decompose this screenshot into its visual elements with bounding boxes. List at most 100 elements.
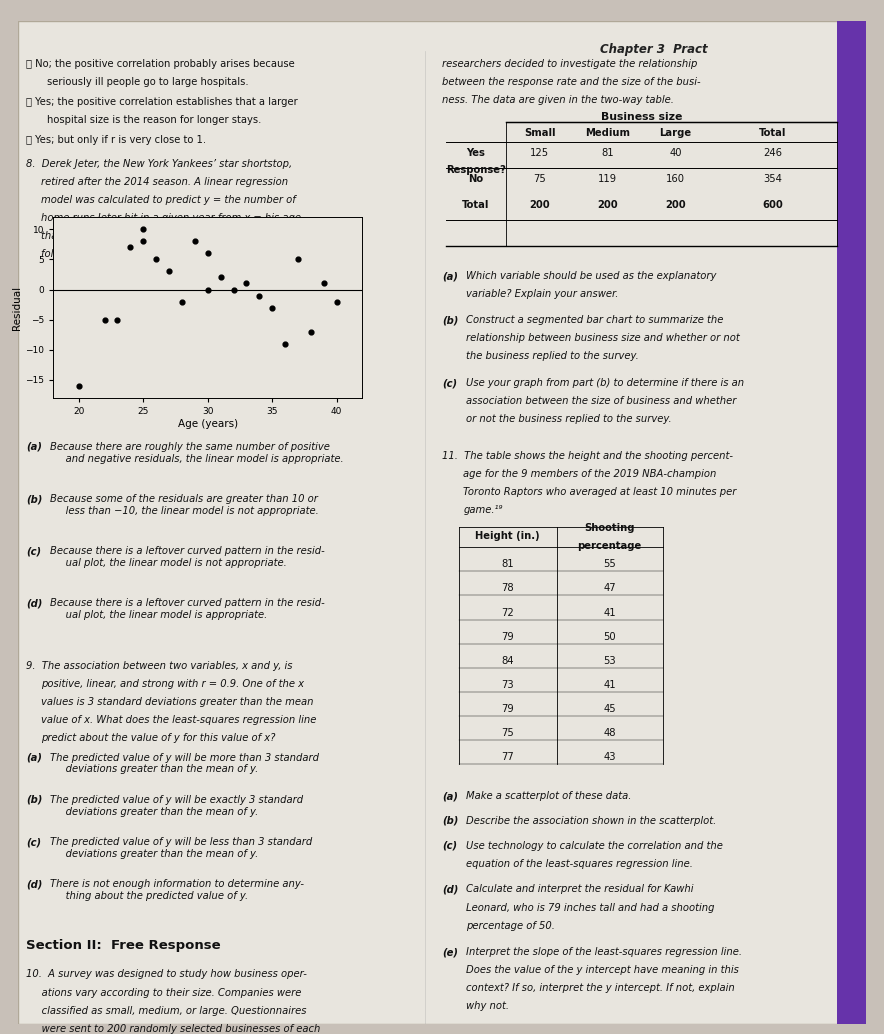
Text: positive, linear, and strong with r = 0.9. One of the x: positive, linear, and strong with r = 0.… xyxy=(42,678,304,689)
Text: why not.: why not. xyxy=(466,1002,509,1011)
Text: Ⓐ No; the positive correlation probably arises because: Ⓐ No; the positive correlation probably … xyxy=(27,59,295,69)
Point xyxy=(214,269,228,285)
Text: Leonard, who is 79 inches tall and had a shooting: Leonard, who is 79 inches tall and had a… xyxy=(466,903,714,912)
FancyBboxPatch shape xyxy=(18,21,866,1024)
Text: (a): (a) xyxy=(442,272,458,281)
Point xyxy=(175,294,189,310)
Text: percentage: percentage xyxy=(577,542,642,551)
Text: ations vary according to their size. Companies were: ations vary according to their size. Com… xyxy=(27,987,301,998)
Text: 75: 75 xyxy=(533,174,546,184)
Text: age for the 9 members of the 2019 NBA-champion: age for the 9 members of the 2019 NBA-ch… xyxy=(463,469,717,479)
Text: values is 3 standard deviations greater than the mean: values is 3 standard deviations greater … xyxy=(42,697,314,706)
Text: predict about the value of y for this value of x?: predict about the value of y for this va… xyxy=(42,733,276,742)
Text: 246: 246 xyxy=(764,148,782,158)
Text: home runs Jeter hit in a given year from x = his age: home runs Jeter hit in a given year from… xyxy=(42,213,301,223)
Text: between the response rate and the size of the busi-: between the response rate and the size o… xyxy=(442,77,701,87)
Text: 81: 81 xyxy=(601,148,613,158)
Text: 75: 75 xyxy=(501,728,514,738)
X-axis label: Age (years): Age (years) xyxy=(178,419,238,429)
Text: 41: 41 xyxy=(603,608,616,617)
Text: following is the best conclusion?: following is the best conclusion? xyxy=(42,249,203,260)
Text: 47: 47 xyxy=(603,583,616,594)
Text: 53: 53 xyxy=(603,656,616,666)
Text: 73: 73 xyxy=(501,679,514,690)
Text: 8.  Derek Jeter, the New York Yankees’ star shortstop,: 8. Derek Jeter, the New York Yankees’ st… xyxy=(27,159,293,170)
Text: the business replied to the survey.: the business replied to the survey. xyxy=(466,352,638,361)
Text: Because there is a leftover curved pattern in the resid-
     ual plot, the line: Because there is a leftover curved patte… xyxy=(50,546,324,568)
Point xyxy=(162,263,176,279)
Text: 43: 43 xyxy=(604,752,616,762)
Point xyxy=(110,311,125,328)
Text: (d): (d) xyxy=(27,599,42,608)
Text: Response?: Response? xyxy=(446,165,507,175)
Point xyxy=(187,233,202,249)
Text: The predicted value of y will be exactly 3 standard
     deviations greater than: The predicted value of y will be exactly… xyxy=(50,795,303,817)
Text: variable? Explain your answer.: variable? Explain your answer. xyxy=(466,290,618,300)
Text: Because some of the residuals are greater than 10 or
     less than −10, the lin: Because some of the residuals are greate… xyxy=(50,494,318,516)
Text: (c): (c) xyxy=(27,546,42,556)
Point xyxy=(149,251,164,268)
Text: Calculate and interpret the residual for Kawhi: Calculate and interpret the residual for… xyxy=(466,884,693,894)
Point xyxy=(265,300,279,316)
Point xyxy=(330,294,344,310)
Text: 600: 600 xyxy=(763,201,783,210)
Text: seriously ill people go to large hospitals.: seriously ill people go to large hospita… xyxy=(48,77,249,87)
Text: There is not enough information to determine any-
     thing about the predicted: There is not enough information to deter… xyxy=(50,879,304,901)
Text: ness. The data are given in the two-way table.: ness. The data are given in the two-way … xyxy=(442,95,674,104)
Text: hospital size is the reason for longer stays.: hospital size is the reason for longer s… xyxy=(48,115,262,125)
Text: No: No xyxy=(469,174,484,184)
Text: 200: 200 xyxy=(530,201,550,210)
Text: (c): (c) xyxy=(442,378,457,388)
Text: (c): (c) xyxy=(442,841,457,851)
Text: Small: Small xyxy=(524,128,555,138)
Text: Chapter 3  Pract: Chapter 3 Pract xyxy=(600,42,708,56)
Text: 41: 41 xyxy=(603,679,616,690)
Text: Yes: Yes xyxy=(467,148,485,158)
Text: Use technology to calculate the correlation and the: Use technology to calculate the correlat… xyxy=(466,841,722,851)
Text: 45: 45 xyxy=(603,704,616,713)
Text: (b): (b) xyxy=(27,494,42,505)
Text: 200: 200 xyxy=(665,201,686,210)
Y-axis label: Residual: Residual xyxy=(12,285,22,330)
Point xyxy=(291,251,305,268)
Text: Shooting: Shooting xyxy=(584,523,635,534)
Point xyxy=(278,335,292,352)
Text: 72: 72 xyxy=(501,608,514,617)
Point xyxy=(252,287,266,304)
Text: Ⓐ Yes; but only if r is very close to 1.: Ⓐ Yes; but only if r is very close to 1. xyxy=(27,135,206,145)
Text: (d): (d) xyxy=(27,879,42,889)
Point xyxy=(304,324,318,340)
Text: Does the value of the y intercept have meaning in this: Does the value of the y intercept have m… xyxy=(466,966,739,975)
Point xyxy=(136,221,150,238)
Text: context? If so, interpret the y intercept. If not, explain: context? If so, interpret the y intercep… xyxy=(466,983,735,994)
Text: (a): (a) xyxy=(442,791,458,801)
Point xyxy=(136,233,150,249)
Text: 10.  A survey was designed to study how business oper-: 10. A survey was designed to study how b… xyxy=(27,970,307,979)
Text: Ⓐ Yes; the positive correlation establishes that a larger: Ⓐ Yes; the positive correlation establis… xyxy=(27,97,298,107)
Point xyxy=(201,281,215,298)
Point xyxy=(226,281,240,298)
Text: Section II:  Free Response: Section II: Free Response xyxy=(27,940,221,952)
Point xyxy=(240,275,254,292)
Text: 48: 48 xyxy=(604,728,616,738)
Text: 40: 40 xyxy=(669,148,682,158)
Text: 78: 78 xyxy=(501,583,514,594)
Text: researchers decided to investigate the relationship: researchers decided to investigate the r… xyxy=(442,59,697,69)
Text: equation of the least-squares regression line.: equation of the least-squares regression… xyxy=(466,858,693,869)
Text: or not the business replied to the survey.: or not the business replied to the surve… xyxy=(466,415,671,424)
Text: Construct a segmented bar chart to summarize the: Construct a segmented bar chart to summa… xyxy=(466,315,723,326)
Text: 354: 354 xyxy=(764,174,782,184)
Text: 11.  The table shows the height and the shooting percent-: 11. The table shows the height and the s… xyxy=(442,451,733,461)
Text: Make a scatterplot of these data.: Make a scatterplot of these data. xyxy=(466,791,631,801)
Text: Which variable should be used as the explanatory: Which variable should be used as the exp… xyxy=(466,272,716,281)
Text: 55: 55 xyxy=(603,559,616,570)
Text: 79: 79 xyxy=(501,632,514,641)
Text: (d): (d) xyxy=(442,884,459,894)
Text: value of x. What does the least-squares regression line: value of x. What does the least-squares … xyxy=(42,714,316,725)
Text: (b): (b) xyxy=(442,315,459,326)
Text: Toronto Raptors who averaged at least 10 minutes per: Toronto Raptors who averaged at least 10… xyxy=(463,487,736,497)
Point xyxy=(201,245,215,262)
Text: Total: Total xyxy=(759,128,787,138)
Text: Interpret the slope of the least-squares regression line.: Interpret the slope of the least-squares… xyxy=(466,947,742,957)
Text: 77: 77 xyxy=(501,752,514,762)
